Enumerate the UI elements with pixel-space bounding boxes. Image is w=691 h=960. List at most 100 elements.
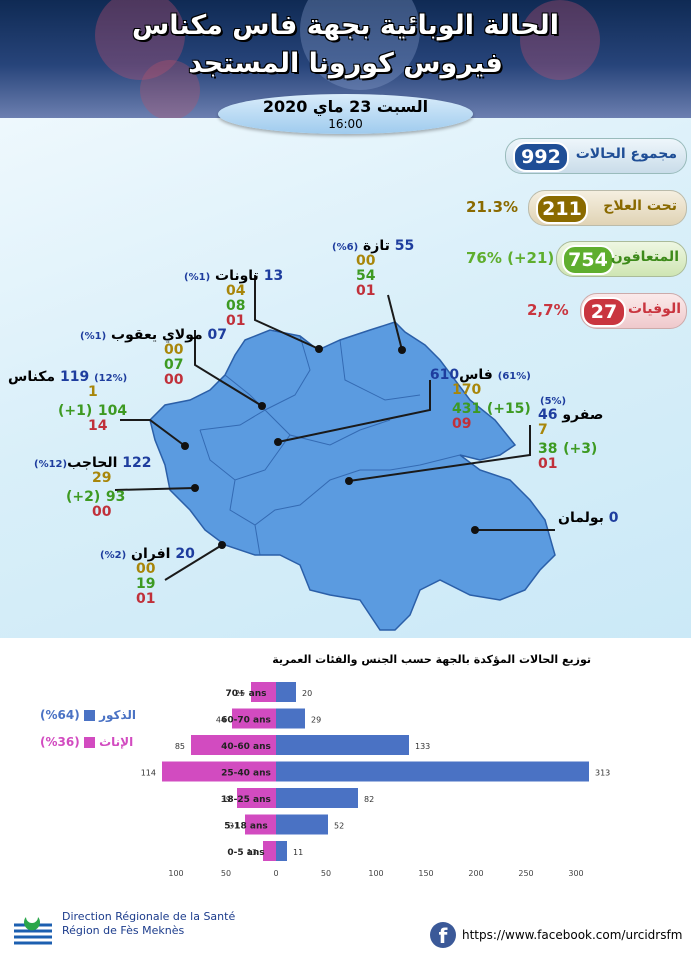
- fes-deaths: 09: [452, 416, 472, 432]
- axis-tick-6: 200: [468, 869, 483, 878]
- taza-recovered: 54: [356, 268, 376, 284]
- stat-deaths: 27 الوفيات: [580, 293, 687, 329]
- facebook-link[interactable]: https://www.facebook.com/urcidrsfm: [462, 928, 683, 942]
- chart-title: توزيع الحالات المؤكدة بالجهة حسب الجنس و…: [272, 653, 591, 666]
- facebook-icon[interactable]: f: [430, 922, 456, 948]
- stat-treatment-pct: 21.3%: [466, 198, 519, 216]
- header-banner: الحالة الوبائية بجهة فاس مكناس فيروس كور…: [0, 0, 691, 118]
- sefrou-name: صفرو: [562, 407, 604, 423]
- age-label-4: 18-25 ans: [221, 795, 271, 805]
- bar-female-6: [263, 841, 276, 861]
- map-border: [264, 335, 311, 411]
- stat-treatment-label: تحت العلاج: [603, 198, 677, 214]
- hajeb-recovered: 93: [105, 489, 126, 505]
- stat-recovered-pct: 76% (+21): [466, 249, 555, 267]
- female-value-label-0: 25: [235, 689, 245, 698]
- callout-line-sefrou: [348, 425, 531, 482]
- fes-total: 610: [429, 367, 460, 383]
- age-label-5: 5-18 ans: [224, 822, 268, 832]
- hajeb-total: 122: [122, 455, 152, 471]
- female-value-label-4: 39: [221, 795, 231, 804]
- fes-pct: (61%): [497, 371, 531, 382]
- axis-tick-7: 250: [518, 869, 533, 878]
- callout-line-taounate: [254, 275, 320, 350]
- callout-line-moulay-yacoub: [194, 330, 263, 407]
- meknes-name: مكناس: [8, 369, 56, 385]
- age-label-6: 0-5 ans: [227, 848, 264, 858]
- map-border: [254, 524, 261, 556]
- callout-line-ifrane: [164, 544, 223, 581]
- callout-hajeb: 122 الحاجب(12%) 29 (+2) 93 00: [34, 455, 152, 520]
- ifrane-deaths: 01: [136, 591, 156, 607]
- callout-sefrou: (5%) صفرو 46 7 38 (+3) 01: [538, 396, 603, 472]
- callout-meknes: (12%) 119 مكناس 1 (+1) 104 14: [8, 369, 127, 434]
- axis-tick-1: 50: [221, 869, 231, 878]
- meknes-recovered-new: (+1): [58, 403, 93, 419]
- callout-ifrane: 20 افران (2%) 00 19 01: [100, 546, 195, 607]
- sefrou-active: 7: [538, 422, 548, 438]
- taza-deaths: 01: [356, 283, 376, 299]
- stat-treatment-value: 211: [536, 194, 588, 224]
- callout-dot-taza: [398, 346, 406, 354]
- female-value-label-2: 85: [175, 742, 185, 751]
- stat-deaths-pct-wrap: 2,7%: [527, 293, 577, 327]
- ifrane-recovered: 19: [136, 576, 156, 592]
- stat-total-value: 992: [513, 142, 569, 172]
- moulay-yacoub-deaths: 00: [164, 372, 184, 388]
- legend-female-label: الإناث: [99, 735, 134, 749]
- female-value-label-1: 44: [216, 716, 226, 725]
- sefrou-recovered: 38: [538, 441, 558, 457]
- ifrane-active: 00: [136, 561, 156, 577]
- time-text: 16:00: [328, 117, 363, 131]
- bar-male-0: [276, 682, 296, 702]
- legend-male-label: الذكور: [99, 708, 137, 722]
- bar-female-3: [162, 761, 276, 782]
- axis-tick-2: 0: [273, 869, 278, 878]
- female-value-label-6: 13: [247, 848, 257, 857]
- virus-illustration: [95, 0, 185, 80]
- date-badge: السبت 23 ماي 2020 16:00: [218, 94, 473, 134]
- female-value-label-3: 114: [141, 769, 156, 778]
- taza-name: تازة: [363, 238, 390, 254]
- callout-fes: (61%) فاس610 170 431 (+15) 09: [416, 367, 531, 432]
- callout-line-hajeb: [114, 487, 196, 491]
- moulay-yacoub-recovered: 07: [164, 357, 184, 373]
- hajeb-recovered-new: (+2): [66, 489, 101, 505]
- callout-dot-sefrou: [345, 477, 353, 485]
- bar-male-6: [276, 841, 287, 861]
- male-value-label-0: 20: [302, 689, 312, 698]
- sefrou-recovered-new: (+3): [563, 441, 598, 457]
- map-border: [264, 409, 391, 446]
- legend-female-pct: (36%): [40, 735, 80, 749]
- meknes-total: 119: [59, 369, 90, 385]
- stat-total-label: مجموع الحالات: [575, 146, 677, 162]
- sefrou-pct: (5%): [540, 396, 567, 407]
- callout-line-taza: [387, 294, 403, 351]
- bar-male-2: [276, 735, 409, 755]
- taounate-active: 04: [226, 283, 246, 299]
- stat-recovered-pct-wrap: 76% (+21): [466, 241, 556, 275]
- taza-active: 00: [356, 253, 376, 269]
- axis-tick-3: 50: [321, 869, 331, 878]
- stat-recovered: 754 المتعافون: [556, 241, 687, 277]
- hajeb-deaths: 00: [92, 504, 112, 520]
- taounate-name: تاونات: [215, 268, 259, 284]
- stat-deaths-value: 27: [582, 297, 626, 327]
- meknes-active: 1: [88, 384, 98, 400]
- axis-tick-8: 300: [568, 869, 583, 878]
- callout-dot-fes: [274, 438, 282, 446]
- bar-female-1: [232, 708, 276, 729]
- callout-boulemane: 0 بولمان: [558, 510, 619, 526]
- org-line2: Région de Fès Meknès: [62, 924, 185, 937]
- map-border: [360, 454, 461, 471]
- boulemane-total: 0: [608, 510, 619, 526]
- legend-female-swatch: [83, 737, 95, 748]
- legend-male-pct: (64%): [40, 708, 80, 722]
- axis-tick-4: 100: [368, 869, 383, 878]
- meknes-recovered: 104: [97, 403, 128, 419]
- taza-pct: (6%): [332, 242, 359, 253]
- taounate-recovered: 08: [226, 298, 246, 314]
- title-line2: فيروس كورونا المستجد: [188, 48, 503, 79]
- age-label-0: 70+ ans: [225, 689, 266, 699]
